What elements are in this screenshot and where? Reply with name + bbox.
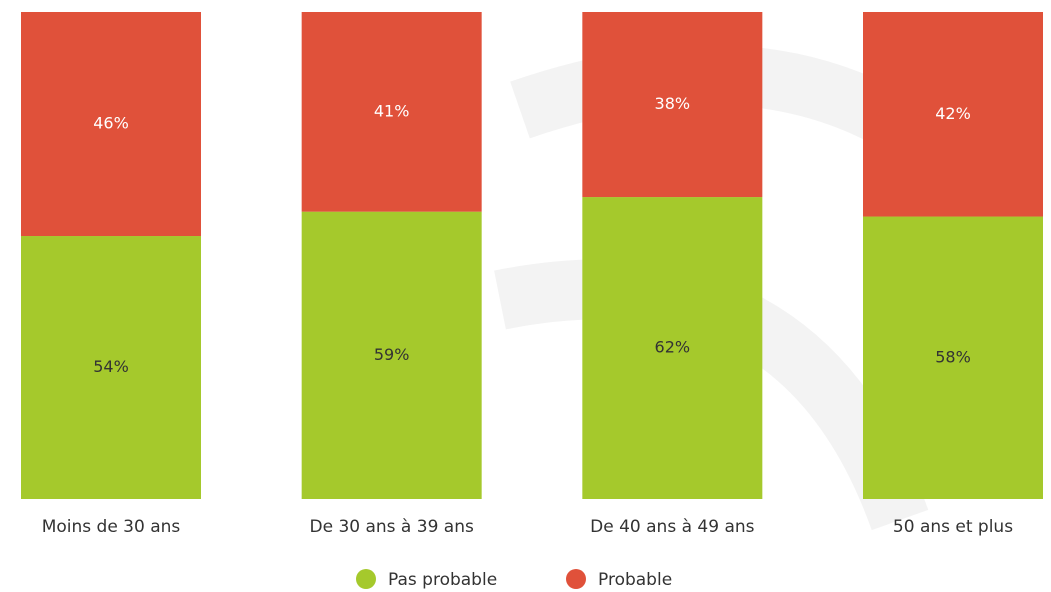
x-tick-label: De 40 ans à 49 ans bbox=[590, 517, 754, 537]
legend-swatch bbox=[356, 569, 376, 589]
bar-segment bbox=[21, 236, 201, 499]
value-label: 58% bbox=[935, 347, 971, 366]
value-label: 54% bbox=[93, 357, 129, 376]
bar-segment bbox=[582, 12, 763, 198]
value-label: 62% bbox=[655, 338, 691, 357]
bar-segment bbox=[863, 216, 1043, 500]
bar-segment bbox=[582, 197, 763, 499]
x-tick-label: Moins de 30 ans bbox=[42, 517, 181, 537]
value-label: 38% bbox=[655, 94, 691, 113]
bar-segment bbox=[301, 12, 482, 212]
bar-segment bbox=[21, 12, 201, 237]
x-tick-label: De 30 ans à 39 ans bbox=[309, 517, 473, 537]
legend-swatch bbox=[566, 569, 586, 589]
value-label: 46% bbox=[93, 114, 129, 133]
legend-label: Probable bbox=[598, 570, 672, 590]
value-label: 42% bbox=[935, 104, 971, 123]
bar-segment bbox=[301, 211, 482, 500]
value-label: 59% bbox=[374, 345, 410, 364]
value-label: 41% bbox=[374, 101, 410, 120]
x-tick-label: 50 ans et plus bbox=[893, 517, 1013, 537]
bar-segment bbox=[863, 12, 1043, 217]
legend-label: Pas probable bbox=[388, 570, 497, 590]
